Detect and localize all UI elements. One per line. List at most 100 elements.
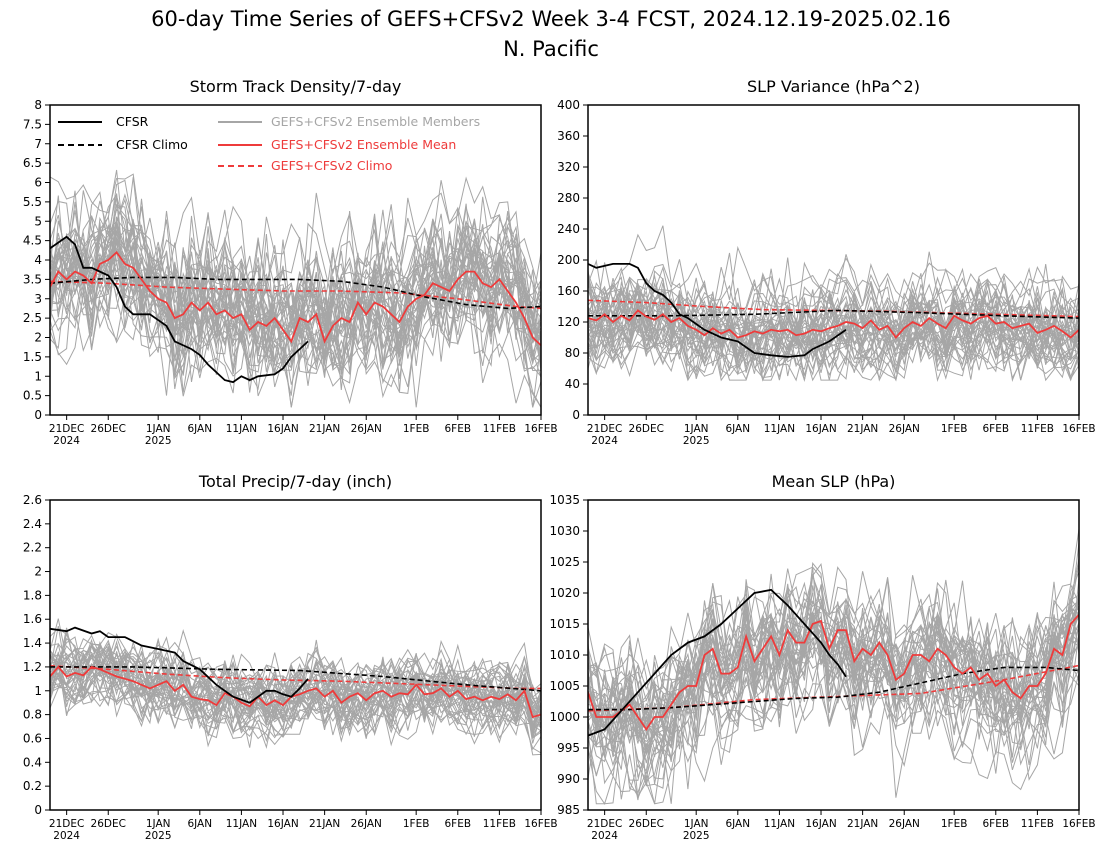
ensemble-member-line: [588, 599, 1079, 758]
x-tick-label: 21DEC: [587, 423, 622, 435]
y-tick-label: 40: [565, 377, 580, 391]
ensemble-member-line: [588, 568, 1079, 737]
x-tick-label: 26DEC: [629, 423, 664, 435]
y-tick-label: 8: [34, 98, 42, 112]
y-tick-label: 160: [557, 284, 580, 298]
y-tick-label: 80: [565, 346, 580, 360]
y-tick-label: 2.4: [23, 517, 42, 531]
panel-title: Mean SLP (hPa): [772, 472, 896, 491]
y-tick-label: 6.5: [23, 156, 42, 170]
legend-label-cfsr: CFSR: [116, 114, 149, 129]
figure-title: 60-day Time Series of GEFS+CFSv2 Week 3-…: [151, 7, 951, 31]
y-tick-label: 3.5: [23, 272, 42, 286]
x-tick-year-label: 2025: [145, 435, 172, 447]
y-tick-label: 1.4: [23, 636, 42, 650]
x-tick-label: 1FEB: [403, 423, 430, 435]
x-tick-label: 16FEB: [1062, 818, 1095, 830]
x-tick-label: 26JAN: [351, 818, 382, 830]
chart-panel-3: Total Precip/7-day (inch)00.20.40.60.811…: [23, 472, 558, 842]
x-tick-label: 21JAN: [309, 423, 340, 435]
ensemble-member-line: [50, 230, 541, 391]
series-line-cfsr-climo: [50, 276, 541, 310]
y-tick-label: 1.5: [23, 350, 42, 364]
y-tick-label: 7: [34, 137, 42, 151]
x-tick-label: 11JAN: [764, 818, 795, 830]
y-tick-label: 200: [557, 253, 580, 267]
series-line-gefs-cfsv2-ensemble-mean: [588, 614, 1079, 732]
ensemble-member-line: [50, 640, 541, 723]
ensemble-member-line: [50, 219, 541, 382]
y-tick-label: 0: [34, 408, 42, 422]
y-tick-label: 7.5: [23, 117, 42, 131]
x-tick-label: 16FEB: [524, 423, 557, 435]
y-tick-label: 0: [572, 408, 580, 422]
y-tick-label: 1: [34, 684, 42, 698]
x-tick-label: 1JAN: [146, 818, 171, 830]
y-tick-label: 320: [557, 160, 580, 174]
ensemble-member-line: [588, 316, 1079, 380]
legend-label-ensemble-mean: GEFS+CFSv2 Ensemble Mean: [271, 137, 456, 152]
chart-panel-1: Storm Track Density/7-day 0 0.5 1 1.5 2 2.5 3 3.…: [23, 77, 558, 447]
x-tick-label: 26JAN: [889, 423, 920, 435]
ensemble-member-line: [588, 324, 1079, 383]
x-tick-label: 16JAN: [267, 423, 298, 435]
x-tick-label: 6FEB: [444, 423, 471, 435]
ensemble-member-line: [588, 596, 1079, 733]
y-tick-label: 6: [34, 176, 42, 190]
ensemble-member-line: [50, 255, 541, 399]
figure-subtitle: N. Pacific: [503, 37, 599, 61]
ensemble-member-line: [588, 632, 1079, 799]
x-tick-year-label: 2024: [53, 830, 80, 842]
y-tick-label: 1.2: [23, 660, 42, 674]
x-tick-label: 6FEB: [982, 423, 1009, 435]
x-tick-label: 6JAN: [725, 423, 750, 435]
ensemble-member-line: [50, 641, 541, 711]
x-tick-label: 11FEB: [483, 818, 516, 830]
ensemble-member-line: [588, 251, 1079, 331]
y-tick-label: 2: [34, 565, 42, 579]
x-tick-label: 21JAN: [309, 818, 340, 830]
x-tick-label: 26DEC: [629, 818, 664, 830]
series-line-cfsr: [588, 262, 847, 358]
y-tick-label: 2.5: [23, 311, 42, 325]
x-tick-label: 1JAN: [146, 423, 171, 435]
ensemble-member-line: [50, 201, 541, 373]
x-tick-label: 1JAN: [684, 423, 709, 435]
x-tick-label: 1FEB: [403, 818, 430, 830]
ensemble-member-line: [588, 310, 1079, 382]
ensemble-member-line: [588, 584, 1079, 763]
y-tick-label: 4.5: [23, 234, 42, 248]
legend-label-cfsr-climo: CFSR Climo: [116, 137, 188, 152]
ensemble-member-line: [50, 680, 541, 756]
x-tick-label: 1FEB: [941, 818, 968, 830]
ensemble-member-line: [588, 562, 1079, 711]
ensemble-member-line: [50, 639, 541, 718]
x-tick-label: 26DEC: [91, 818, 126, 830]
y-tick-label: 1010: [549, 648, 580, 662]
plot-frame: [49, 499, 542, 811]
ensemble-member-line: [588, 277, 1079, 343]
ensemble-member-line: [588, 573, 1079, 732]
x-tick-label: 6FEB: [982, 818, 1009, 830]
x-tick-year-label: 2025: [683, 830, 710, 842]
ensemble-member-line: [50, 644, 541, 723]
y-tick-label: 0.8: [23, 708, 42, 722]
x-tick-label: 21DEC: [587, 818, 622, 830]
legend: CFSR CFSR Climo GEFS+CFSv2 Ensemble Memb…: [58, 114, 480, 173]
series-line-cfsr: [50, 626, 309, 704]
y-tick-label: 0.5: [23, 389, 42, 403]
x-tick-label: 6JAN: [187, 818, 212, 830]
chart-panel-2: SLP Variance (hPa^2) 0 40 80 120 160 200 240 280…: [557, 77, 1096, 447]
x-tick-label: 6JAN: [187, 423, 212, 435]
y-tick-label: 1025: [549, 555, 580, 569]
y-tick-label: 4: [34, 253, 42, 267]
series-line-cfsr-climo: [50, 666, 541, 692]
x-tick-year-label: 2024: [591, 830, 618, 842]
x-tick-label: 16FEB: [1062, 423, 1095, 435]
y-tick-label: 360: [557, 129, 580, 143]
x-tick-year-label: 2025: [683, 435, 710, 447]
y-tick-label: 0.6: [23, 731, 42, 745]
x-tick-label: 21JAN: [847, 423, 878, 435]
ensemble-member-line: [588, 270, 1079, 358]
